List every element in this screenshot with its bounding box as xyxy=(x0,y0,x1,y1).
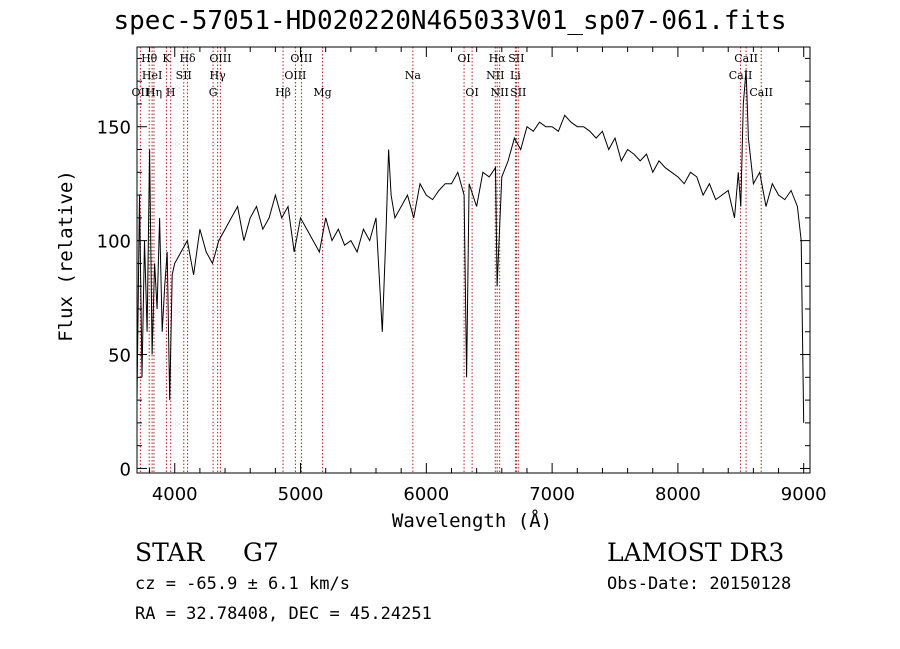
x-tick-label-4000: 4000 xyxy=(152,484,198,505)
y-tick-label-0: 0 xyxy=(120,459,131,480)
line-label-G: G xyxy=(209,86,218,99)
observation-date: Obs-Date: 20150128 xyxy=(607,574,792,594)
x-tick-label-7000: 7000 xyxy=(529,484,575,505)
line-label-Heta: Hη xyxy=(146,86,162,99)
line-label-OI6300: OI xyxy=(457,52,470,65)
line-label-SII6731: SII xyxy=(510,86,526,99)
line-label-Li: Li xyxy=(510,69,521,82)
line-label-Na: Na xyxy=(405,69,422,82)
ra-dec: RA = 32.78408, DEC = 45.24251 xyxy=(135,604,432,624)
x-tick-label-9000: 9000 xyxy=(781,484,827,505)
spectral-line-markers xyxy=(139,47,762,473)
line-label-Hg: Hγ xyxy=(210,69,227,82)
line-label-OII: OII xyxy=(132,86,150,99)
plot-frame xyxy=(136,46,811,474)
line-label-CaII8542: CaII xyxy=(734,52,758,65)
line-label-NII6583: NII xyxy=(491,86,509,99)
line-label-SII4072: SII xyxy=(176,69,192,82)
y-tick-label-150: 150 xyxy=(97,118,131,139)
line-label-OIII4959: OIII xyxy=(284,69,306,82)
object-class: STAR xyxy=(135,538,205,567)
x-tick-label-8000: 8000 xyxy=(655,484,701,505)
x-tick-label-5000: 5000 xyxy=(278,484,324,505)
line-label-K: K xyxy=(162,52,171,65)
line-label-CaII8498: CaII xyxy=(729,69,753,82)
line-label-H9: Hθ xyxy=(141,52,158,65)
spectrum-series xyxy=(136,69,805,423)
axis-ticks: 4000 5000 6000 7000 8000 9000 0 50 100 150 xyxy=(97,47,827,505)
x-axis-label: Wavelength (Å) xyxy=(391,510,553,532)
line-label-SII6716: SII xyxy=(508,52,524,65)
chart-title: spec-57051-HD020220N465033V01_sp07-061.f… xyxy=(113,6,787,36)
line-label-Mg: Mg xyxy=(313,86,331,99)
line-label-NII6548: NII xyxy=(486,69,504,82)
line-label-Ha: Hα xyxy=(489,52,507,65)
y-axis-label: Flux (relative) xyxy=(55,170,77,342)
spectrum-line-flux xyxy=(136,69,805,423)
line-label-HeI: HeI xyxy=(142,69,162,82)
x-tick-label-6000: 6000 xyxy=(403,484,449,505)
redshift-cz: cz = -65.9 ± 6.1 km/s xyxy=(135,574,350,594)
line-label-CaII8662: CaII xyxy=(749,86,773,99)
line-label-H: H xyxy=(166,86,176,99)
spectral-line-labels: OIIHθHeIHηKHSIIHδGHγOIIIHβOIIIOIIIMgNaOI… xyxy=(132,52,773,99)
line-label-Hb: Hβ xyxy=(275,86,291,99)
y-tick-label-100: 100 xyxy=(97,232,131,253)
line-label-OIII4363: OIII xyxy=(209,52,231,65)
line-label-OI6364: OI xyxy=(465,86,478,99)
y-tick-label-50: 50 xyxy=(108,346,131,367)
line-label-OIII5007: OIII xyxy=(290,52,312,65)
line-label-Hd: Hδ xyxy=(179,52,196,65)
object-subclass: G7 xyxy=(243,538,279,567)
survey-name: LAMOST DR3 xyxy=(607,538,785,567)
